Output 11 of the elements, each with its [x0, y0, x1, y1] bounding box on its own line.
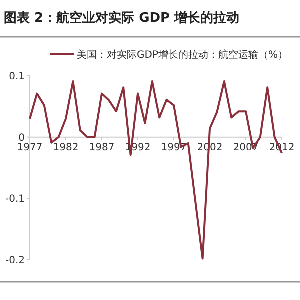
- x-tick-label: 1997: [161, 142, 187, 154]
- y-tick-label: 0.1: [9, 72, 25, 82]
- x-tick-label: 1987: [89, 142, 115, 154]
- x-tick-label: 2007: [233, 142, 259, 154]
- y-tick-label: 0: [18, 132, 25, 144]
- x-tick-label: 1977: [17, 142, 43, 154]
- y-tick-label: -0.1: [5, 194, 25, 206]
- chart-title: 图表 2：航空业对实际 GDP 增长的拉动: [4, 10, 240, 26]
- legend-label: 美国：对实际GDP增长的拉动：航空运输（%）: [77, 49, 288, 61]
- y-tick-label: -0.2: [5, 256, 25, 266]
- x-tick-label: 1982: [53, 142, 79, 154]
